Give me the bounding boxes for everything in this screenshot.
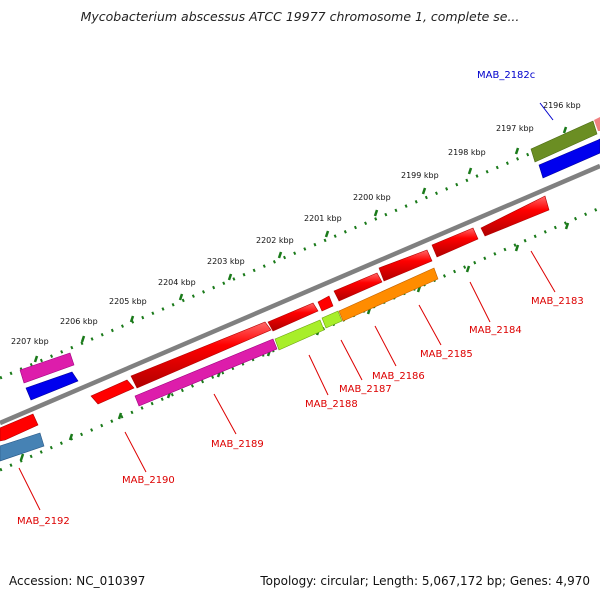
map-title: Mycobacterium abscessus ATCC 19977 chrom… [80, 9, 520, 24]
gene-label-mab2183[interactable]: MAB_2183 [531, 296, 584, 307]
feature-bar-steelblue[interactable] [0, 432, 45, 462]
summary-text: Topology: circular; Length: 5,067,172 bp… [260, 574, 590, 588]
gene-mab2186-feature[interactable] [333, 272, 383, 302]
gene-mab2187-feature[interactable] [317, 295, 334, 312]
kbp-label: 2205 kbp [109, 297, 147, 306]
kbp-label: 2197 kbp [496, 124, 534, 133]
feature-bar-lime-small[interactable] [321, 310, 343, 329]
feature-bar-olive[interactable] [530, 120, 598, 163]
gene-mab2188-feature[interactable] [267, 302, 319, 332]
gene-label-mab2190[interactable]: MAB_2190 [122, 475, 175, 486]
kbp-label: 2206 kbp [60, 317, 98, 326]
feature-arrow-blue-right[interactable] [538, 138, 600, 179]
gene-label-mab2189[interactable]: MAB_2189 [211, 439, 264, 450]
accession-text: Accession: NC_010397 [9, 574, 146, 588]
gene-mab2192-feature[interactable] [0, 413, 39, 442]
gene-mab2183-feature[interactable] [480, 195, 550, 237]
gene-label-mab2186[interactable]: MAB_2186 [372, 371, 425, 382]
kbp-label: 2200 kbp [353, 193, 391, 202]
feature-bar-magenta-upper[interactable] [19, 352, 75, 384]
gene-labels: MAB_2182c MAB_2183 MAB_2184 MAB_2185 MAB… [17, 70, 584, 527]
forward-genes [0, 195, 550, 442]
gene-mab2185-feature[interactable] [378, 249, 433, 282]
kbp-label: 2203 kbp [207, 257, 245, 266]
feature-bar-orange[interactable] [338, 267, 439, 322]
kbp-label: 2204 kbp [158, 278, 196, 287]
kbp-label: 2198 kbp [448, 148, 486, 157]
kbp-label: 2201 kbp [304, 214, 342, 223]
kbp-label: 2202 kbp [256, 236, 294, 245]
gene-mab2189-feature[interactable] [130, 321, 272, 389]
chromosome-backbone [0, 163, 600, 426]
feature-bar-lime[interactable] [274, 319, 325, 351]
gene-leader-lines [18, 102, 556, 511]
kbp-label: 2207 kbp [11, 337, 49, 346]
gene-label-mab2184[interactable]: MAB_2184 [469, 325, 522, 336]
gene-mab2184-feature[interactable] [431, 227, 479, 258]
gene-label-mab2188[interactable]: MAB_2188 [305, 399, 358, 410]
gene-label-mab2192[interactable]: MAB_2192 [17, 516, 70, 527]
kbp-label: 2196 kbp [543, 101, 581, 110]
secondary-features [0, 267, 439, 462]
feature-arrow-blue-left[interactable] [25, 371, 79, 401]
feature-bar-pink-edge[interactable] [594, 117, 600, 131]
gene-label-mab2187[interactable]: MAB_2187 [339, 384, 392, 395]
feature-bar-magenta-lower[interactable] [134, 338, 278, 407]
gene-mab2190-feature[interactable] [90, 379, 135, 405]
kbp-label: 2199 kbp [401, 171, 439, 180]
kbp-labels: 2207 kbp 2206 kbp 2205 kbp 2204 kbp 2203… [11, 101, 581, 346]
gene-label-mab2182c[interactable]: MAB_2182c [477, 70, 535, 81]
gene-label-mab2185[interactable]: MAB_2185 [420, 349, 473, 360]
major-ticks [33, 126, 568, 363]
